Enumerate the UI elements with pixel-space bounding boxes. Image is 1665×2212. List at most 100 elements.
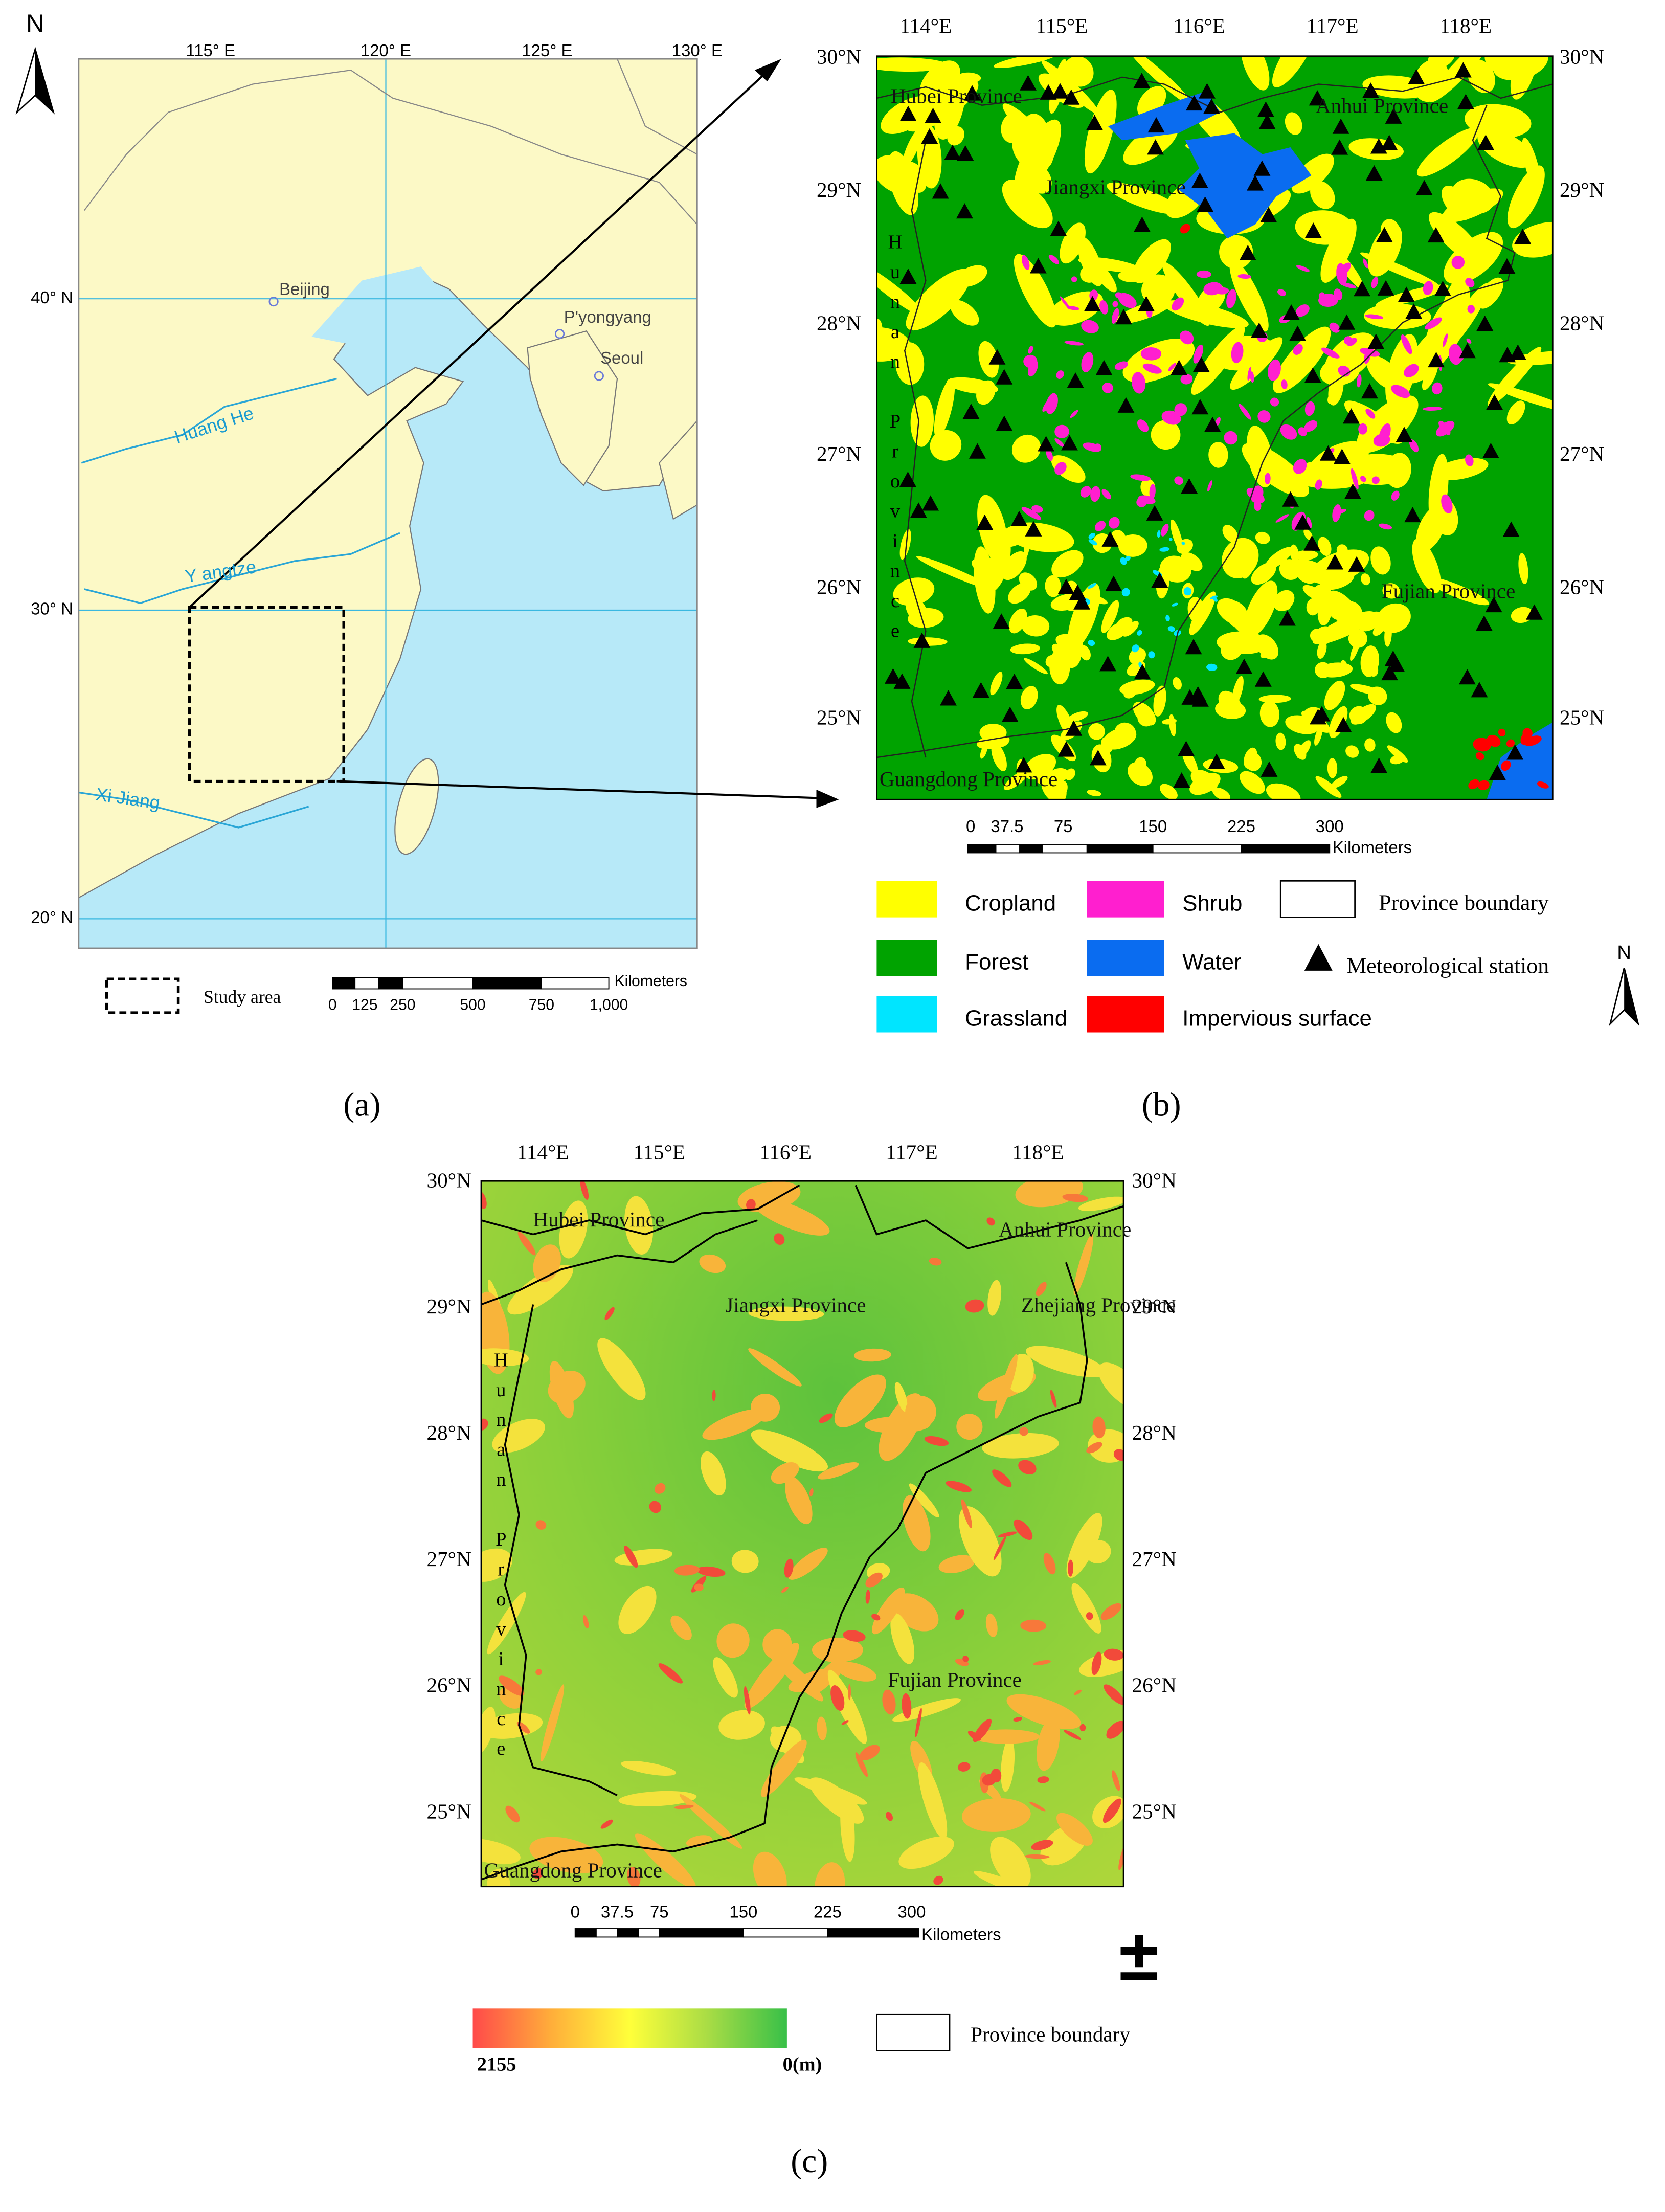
land-patch [843,1630,866,1642]
land-patch [1148,651,1155,659]
land-patch [1240,771,1265,794]
station [1525,604,1543,620]
land-patch [1413,59,1449,102]
land-patch [1073,1234,1094,1295]
station [1025,521,1042,537]
land-patch [774,1233,785,1245]
land-patch [1244,580,1278,637]
land-patch [898,1836,954,1869]
land-patch [1266,783,1301,800]
province-label: Guangdong Province [484,1859,662,1882]
station [1385,108,1402,124]
station [988,349,1006,365]
legend-symbol [1304,944,1333,971]
land-patch [1172,297,1184,311]
legend-label: Meteorological station [1346,953,1549,978]
lat-label: 30°N [817,45,861,69]
lon-label: 117°E [886,1141,938,1164]
land-patch [1242,443,1309,497]
station [1304,367,1321,383]
land-patch [487,1592,526,1655]
land-patch [1177,539,1193,554]
land-patch [1051,550,1084,578]
land-patch [529,1837,603,1874]
land-patch [597,1338,646,1400]
station [1239,244,1256,260]
province-label: Hunan Province [490,1349,512,1768]
land-patch [1360,476,1366,482]
station [1051,83,1069,99]
scale-segment [967,844,997,854]
land-patch [1332,504,1341,522]
land-patch [507,1265,573,1315]
land-patch [902,127,923,168]
station [1396,427,1413,442]
legend-swatch [105,977,180,1014]
land-patch [1064,56,1094,87]
land-patch [1363,258,1368,269]
land-patch [744,1686,751,1715]
land-patch [1423,281,1433,295]
station [1067,372,1084,388]
land-patch [1327,758,1338,778]
land-patch [982,1774,996,1786]
land-patch [835,1662,877,1682]
land-patch [1002,180,1053,229]
scale-label: 300 [898,1903,926,1921]
land-patch [1293,550,1318,561]
scale-label: 125 [352,996,377,1013]
land-patch [1013,1717,1023,1722]
elevation-raster [481,1181,1124,1887]
river [81,377,337,464]
land-patch [1132,372,1146,394]
land-patch [481,1548,512,1582]
land-patch [1100,1603,1122,1620]
station [1105,575,1122,591]
north-symbol: ± [1119,1915,1159,1996]
legend-label: Impervious surface [1182,1006,1372,1031]
station [1384,650,1402,666]
land-patch [481,1191,487,1209]
station [972,682,989,698]
station [1069,584,1086,600]
land-patch [1487,734,1501,747]
land-patch [1347,338,1357,346]
land-patch [1229,703,1240,713]
land-patch [516,1722,530,1734]
land-patch [713,1657,738,1698]
legend-swatch [1279,880,1356,918]
land-patch [1113,1449,1124,1461]
land-patch [1088,640,1095,646]
station [1482,442,1499,458]
land-patch [1054,438,1065,448]
land-patch [1257,410,1271,423]
land-patch [1168,538,1173,541]
lat-label: 26°N [1560,575,1604,598]
station [993,613,1010,629]
land-patch [1377,603,1411,634]
land-patch [1193,344,1204,364]
province-boundary [481,1262,1088,1881]
land-patch [1107,1727,1117,1736]
land-patch [1365,314,1384,320]
land-patch [1473,738,1491,752]
land-patch [930,430,962,461]
land-patch [1435,421,1455,437]
station [1458,669,1476,685]
land-patch [696,1566,726,1577]
lat-label: 29°N [1132,1294,1177,1318]
land-patch [1230,600,1247,614]
land-patch [1264,473,1271,484]
province-label: Fujian Province [888,1668,1022,1691]
land-patch [1132,644,1139,653]
land-patch [1010,643,1040,655]
land-patch [1104,1684,1124,1705]
land-patch [1101,600,1119,633]
lat-label: 27°N [817,442,861,465]
station [1073,594,1091,610]
station [1189,686,1207,702]
station [1454,62,1472,78]
scale-label: 500 [460,996,485,1013]
land-patch [1255,531,1270,544]
scale-segment [995,844,1021,854]
